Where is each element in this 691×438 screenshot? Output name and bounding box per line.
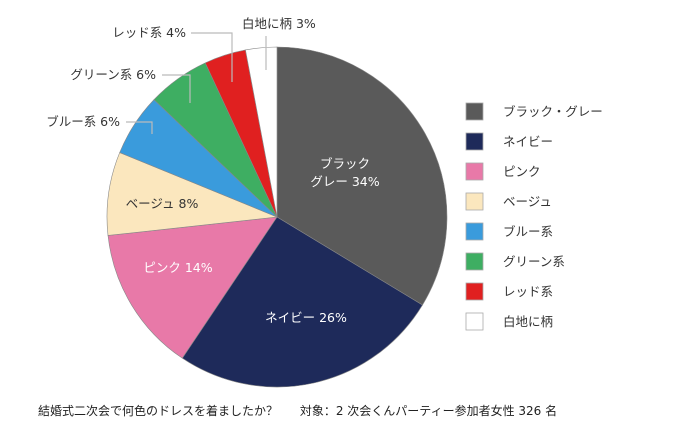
- pie-slice-1: [276, 46, 448, 306]
- legend-swatch-2: [465, 132, 484, 151]
- legend-swatch-6: [465, 252, 484, 271]
- leader-line-5: [126, 121, 153, 134]
- caption-question: 結婚式二次会で何色のドレスを着ましたか？: [38, 404, 279, 418]
- caption-subject: 対象：2 次会くんパーティー参加者女性 326 名: [299, 404, 558, 418]
- legend-label-3: ピンク: [503, 164, 541, 179]
- legend-label-1: ブラック・グレー: [503, 104, 603, 119]
- legend-label-8: 白地に柄: [503, 314, 553, 329]
- slice-label-4: ベージュ 8%: [126, 196, 199, 211]
- legend-swatch-4: [465, 192, 484, 211]
- slice-label-1: グレー 34%: [310, 174, 379, 189]
- slice-label-2: ネイビー 26%: [265, 310, 347, 325]
- legend-swatch-7: [465, 282, 484, 301]
- legend-swatch-8: [465, 312, 484, 331]
- legend-label-5: ブルー系: [503, 224, 553, 239]
- legend-swatch-5: [465, 222, 484, 241]
- legend-label-2: ネイビー: [503, 134, 553, 149]
- leader-line-6: [162, 74, 191, 103]
- legend-label-7: レッド系: [503, 284, 553, 299]
- slice-label-8: 白地に柄 3%: [242, 16, 316, 31]
- leader-line-7: [191, 32, 233, 82]
- legend-swatch-3: [465, 162, 484, 181]
- pie-slice-3: [107, 216, 278, 359]
- legend-label-4: ベージュ: [503, 194, 552, 209]
- slice-label-3: ピンク 14%: [143, 260, 212, 275]
- caption: 結婚式二次会で何色のドレスを着ましたか？ 対象：2 次会くんパーティー参加者女性…: [38, 402, 557, 419]
- pie-slice-8: [245, 46, 278, 218]
- slice-label-1: ブラック: [320, 156, 370, 171]
- legend-label-6: グリーン系: [503, 254, 565, 269]
- slice-label-6: グリーン系 6%: [70, 67, 156, 82]
- slice-label-5: ブルー系 6%: [46, 114, 120, 129]
- slice-label-7: レッド系 4%: [112, 25, 186, 40]
- pie-slice-2: [181, 216, 423, 388]
- legend-swatch-1: [465, 102, 484, 121]
